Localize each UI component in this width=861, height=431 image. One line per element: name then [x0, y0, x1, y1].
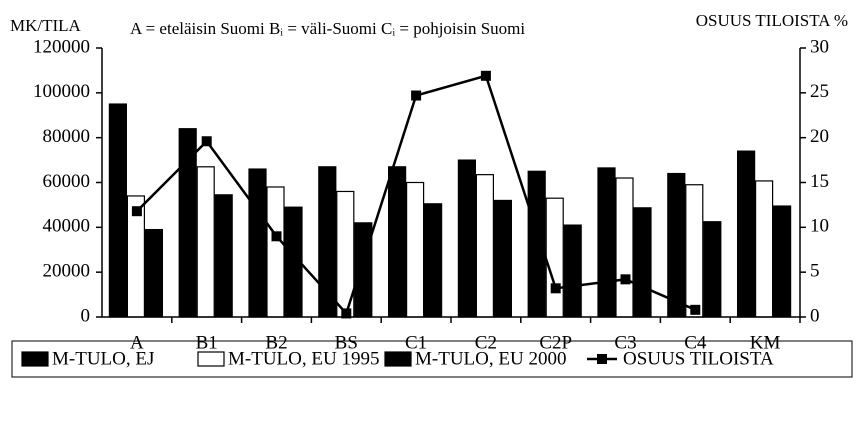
bar — [615, 177, 634, 318]
x-tick-label: C3 — [614, 332, 636, 353]
legend-label: OSUUS TILOISTA — [623, 348, 774, 369]
x-tick-label: C2 — [475, 332, 497, 353]
y2-tick-label: 0 — [810, 305, 820, 326]
line-marker — [131, 206, 142, 217]
bar — [406, 181, 425, 318]
y-tick-label: 0 — [81, 305, 91, 326]
y-tick-label: 40000 — [43, 216, 91, 237]
bar — [354, 222, 373, 318]
bar — [597, 167, 616, 318]
line-marker — [201, 136, 212, 147]
bar — [266, 186, 285, 318]
legend-label: M-TULO, EU 1995 — [228, 348, 379, 369]
y-tick-label: 80000 — [43, 126, 91, 147]
x-tick-label: C2P — [539, 332, 572, 353]
x-tick-label: KM — [750, 332, 781, 353]
y2-tick-label: 15 — [810, 171, 829, 192]
line-marker — [480, 70, 491, 81]
y2-tick-label: 30 — [810, 36, 829, 57]
bar — [475, 174, 494, 318]
x-tick-label: A — [130, 332, 144, 353]
bar — [424, 203, 443, 318]
legend-swatch — [21, 351, 49, 367]
legend-label: M-TULO, EU 2000 — [415, 348, 566, 369]
bar — [685, 184, 704, 318]
bar — [545, 197, 564, 318]
bar — [703, 221, 722, 318]
bar — [667, 172, 686, 318]
chart-title: A = eteläisin Suomi Bᵢ = väli-Suomi Cᵢ =… — [130, 19, 525, 38]
y-tick-label: 120000 — [33, 36, 90, 57]
legend-swatch — [597, 354, 607, 364]
line-marker — [271, 231, 282, 242]
y-tick-label: 60000 — [43, 171, 91, 192]
y-tick-label: 100000 — [33, 81, 90, 102]
bar — [633, 207, 652, 318]
legend-swatch — [384, 351, 412, 367]
bar — [493, 199, 512, 318]
y-axis-label: MK/TILA — [10, 16, 82, 35]
y2-tick-label: 20 — [810, 126, 829, 147]
bar — [318, 166, 337, 318]
x-tick-label: BS — [335, 332, 358, 353]
line-marker — [411, 90, 422, 101]
bar — [527, 170, 546, 318]
bar — [248, 168, 267, 318]
x-tick-label: C1 — [405, 332, 427, 353]
line-marker — [550, 283, 561, 294]
bar — [772, 205, 792, 318]
bar — [457, 159, 476, 318]
y2-tick-label: 10 — [810, 216, 829, 237]
y2-tick-label: 5 — [810, 261, 820, 282]
bar — [196, 166, 215, 318]
y-tick-label: 20000 — [43, 261, 91, 282]
x-tick-label: B1 — [196, 332, 218, 353]
bar — [144, 228, 163, 318]
y2-tick-label: 25 — [810, 81, 829, 102]
bar — [754, 180, 774, 318]
x-tick-label: B2 — [265, 332, 287, 353]
legend-box — [11, 340, 853, 378]
line-marker — [620, 274, 631, 285]
legend-swatch — [197, 351, 225, 367]
legend-label: M-TULO, EJ — [52, 348, 154, 369]
bar — [563, 224, 582, 318]
x-tick-label: C4 — [684, 332, 707, 353]
line-marker — [690, 304, 701, 315]
bar — [388, 166, 407, 318]
bar — [214, 194, 233, 318]
y2-axis-label: OSUUS TILOISTA % — [696, 11, 848, 30]
bar — [108, 103, 128, 318]
bar — [736, 150, 756, 318]
line-marker — [341, 308, 352, 319]
bar — [178, 128, 197, 318]
